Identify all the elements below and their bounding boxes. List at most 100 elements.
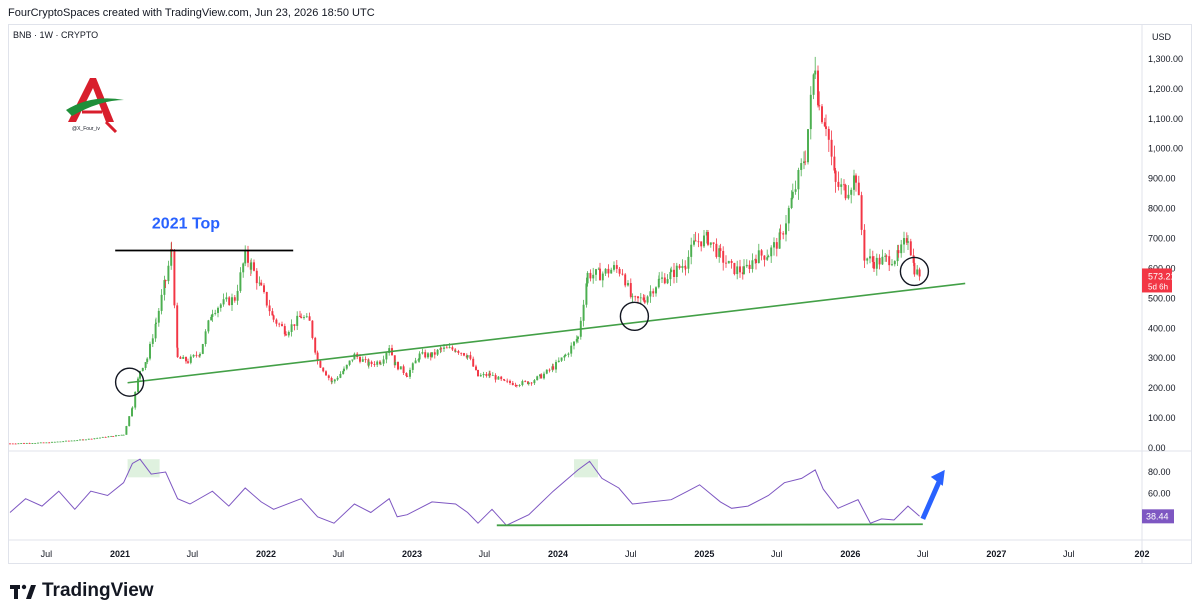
- candle-body: [325, 371, 327, 376]
- candle-body: [687, 256, 690, 269]
- candle-body: [592, 274, 595, 279]
- candle-body: [228, 297, 231, 306]
- candle-body: [342, 371, 345, 374]
- candle-body: [844, 184, 847, 199]
- candle-body: [67, 440, 70, 442]
- candle-body: [409, 369, 411, 377]
- time-tick-label: 2022: [256, 549, 276, 559]
- candle-body: [361, 359, 364, 362]
- candle-body: [247, 250, 249, 263]
- candle-body: [290, 324, 293, 332]
- candle-body: [736, 266, 739, 275]
- candle-body: [837, 181, 840, 187]
- candle-body: [670, 269, 673, 272]
- candle-body: [582, 304, 585, 321]
- highlight-circle: [114, 367, 145, 397]
- candle-body: [53, 441, 56, 443]
- candle-body: [173, 251, 176, 306]
- candle-body: [873, 261, 875, 269]
- time-tick-label: Jul: [41, 549, 53, 559]
- candle-body: [595, 269, 597, 275]
- candle-body: [414, 360, 417, 364]
- price-chart[interactable]: 2021 Top USD 0.00 100.00 200.00 300.00 400.00…: [0, 0, 1200, 580]
- candle-body: [122, 434, 125, 436]
- candle-body: [17, 443, 20, 445]
- candle-body: [657, 279, 660, 288]
- time-tick-label: 2025: [694, 549, 714, 559]
- candle-body: [219, 304, 222, 308]
- candle-body: [741, 272, 744, 275]
- symbol-label[interactable]: BNB · 1W · CRYPTO: [13, 30, 99, 40]
- candle-body: [509, 380, 511, 383]
- candle-body: [613, 265, 615, 270]
- price-tick-label: 400.00: [1148, 323, 1176, 333]
- candle-body: [604, 268, 607, 274]
- top-annotation: 2021 Top: [152, 215, 220, 232]
- time-tick-label: 2027: [986, 549, 1006, 559]
- candle-body: [370, 361, 373, 365]
- candle-body: [85, 439, 87, 441]
- candle-body: [311, 320, 314, 338]
- candle-body: [131, 407, 134, 409]
- candle-body: [745, 264, 748, 267]
- candle-body: [912, 255, 915, 263]
- tradingview-brand[interactable]: TradingView: [10, 580, 154, 602]
- axes: USD 0.00 100.00 200.00 300.00 400.00 500.00 600…: [41, 32, 1183, 559]
- candle-body: [411, 363, 414, 370]
- candle-body: [524, 381, 527, 382]
- candle-body: [766, 257, 769, 260]
- candle-body: [563, 355, 566, 358]
- candle-body: [807, 129, 809, 163]
- price-tick-label: 1,200.00: [1148, 84, 1183, 94]
- candle-body: [214, 312, 217, 314]
- candle-body: [703, 235, 705, 247]
- candle-body: [244, 250, 247, 264]
- candle-body: [719, 248, 722, 251]
- candle-body: [814, 70, 817, 75]
- watermark-logo: @X_Four_iv: [62, 70, 128, 136]
- tradingview-logo-icon: [10, 584, 36, 599]
- candle-body: [28, 443, 31, 444]
- candle-body: [757, 250, 760, 264]
- price-tick-label: 200.00: [1148, 383, 1176, 393]
- candle-body: [833, 156, 836, 171]
- candle-body: [860, 195, 863, 230]
- price-pane: [9, 56, 921, 445]
- rsi-value-label: 38.44: [1146, 511, 1169, 521]
- candle-body: [305, 316, 308, 318]
- candle-body: [847, 194, 850, 199]
- rsi-line: [9, 458, 920, 526]
- candle-body: [601, 273, 604, 281]
- candle-body: [727, 260, 730, 264]
- candle-body: [343, 368, 345, 372]
- candle-body: [533, 380, 536, 384]
- rsi-tick-label: 80.00: [1148, 467, 1171, 477]
- candle-body: [299, 315, 301, 317]
- candle-body: [857, 182, 860, 196]
- candle-body: [652, 291, 655, 294]
- candle-body: [779, 232, 782, 234]
- candle-body: [585, 283, 588, 305]
- candle-body: [185, 356, 187, 362]
- candle-body: [351, 359, 354, 361]
- candle-body: [204, 331, 207, 345]
- candle-body: [555, 361, 557, 370]
- candle-body: [913, 262, 916, 275]
- time-tick-label: Jul: [479, 549, 491, 559]
- candle-body: [331, 381, 333, 383]
- candle-body: [31, 443, 34, 444]
- candle-body: [809, 94, 812, 130]
- candle-body: [823, 122, 826, 127]
- candle-body: [48, 442, 51, 444]
- highlight-circle: [899, 256, 930, 287]
- candle-body: [855, 175, 857, 183]
- candle-body: [303, 317, 305, 319]
- candle-body: [673, 269, 675, 277]
- candle-body: [539, 374, 541, 377]
- candle-body: [283, 326, 286, 335]
- candle-body: [399, 366, 402, 370]
- rsi-pane: [9, 458, 923, 527]
- candle-body: [70, 440, 73, 442]
- candle-body: [429, 353, 432, 357]
- time-tick-label: 202: [1134, 549, 1149, 559]
